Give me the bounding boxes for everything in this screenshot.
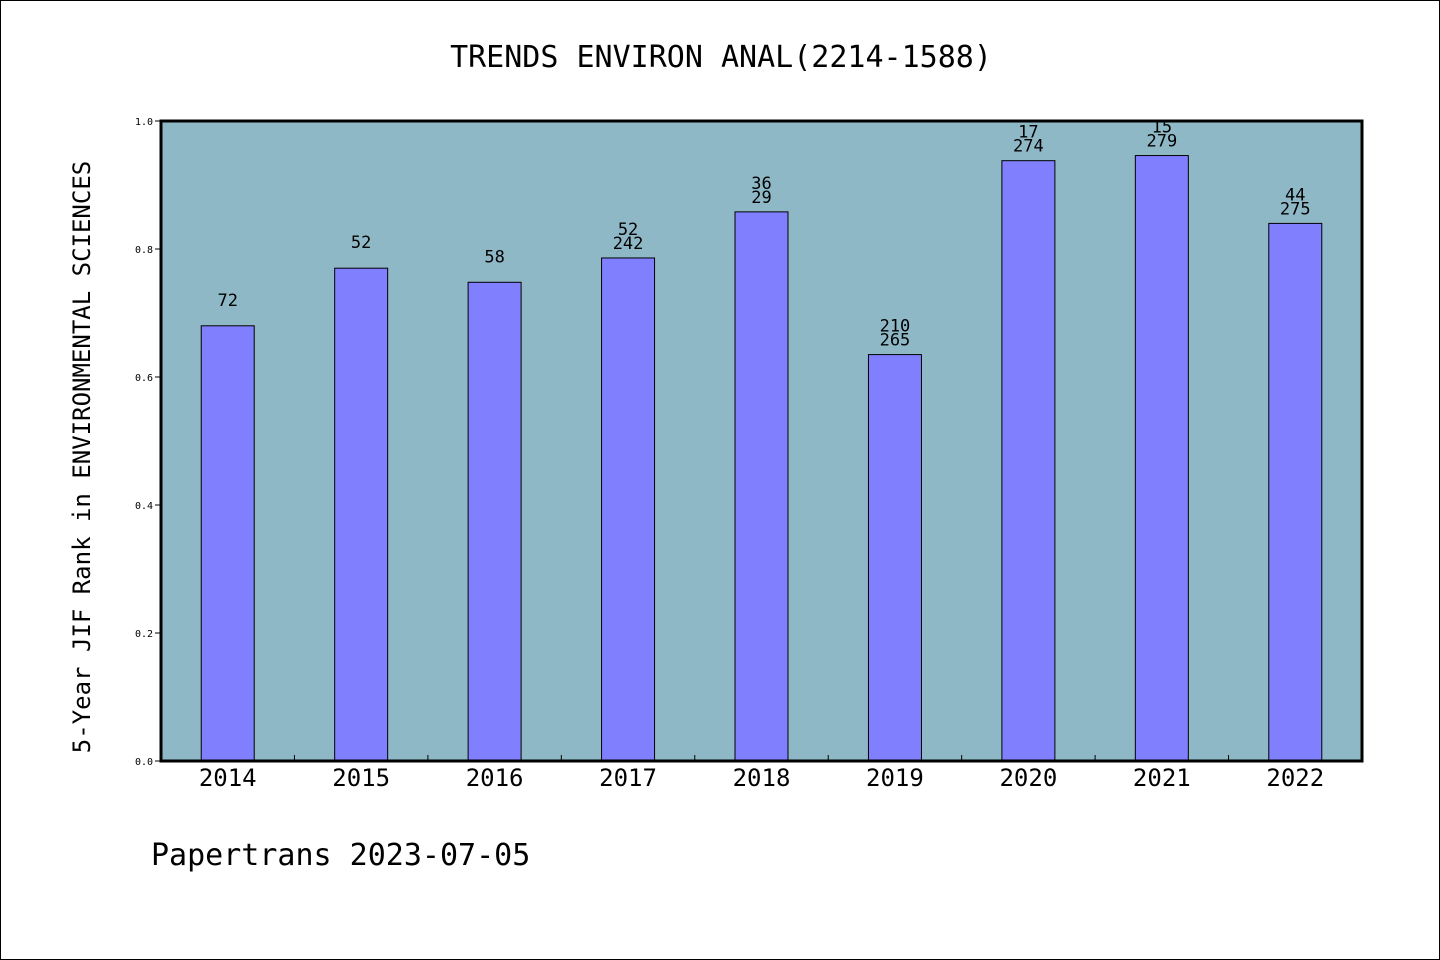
bar-data-label: 275 [1280,199,1311,219]
bar-2022 [1268,222,1323,762]
bar-data-label: 29 [751,188,771,208]
x-tick-label: 2014 [199,764,257,792]
bar-data-label: 17 [1018,123,1038,143]
y-axis-ticks: 0.0 0.2 0.4 0.6 0.8 1.0 [135,117,161,768]
chart-title: TRENDS ENVIRON ANAL(2214-1588) [450,40,992,75]
bar-2017 [601,257,656,762]
bar-2018 [734,211,789,762]
bar-data-label: 58 [484,247,504,267]
footer-watermark: Papertrans 2023-07-05 [151,838,530,873]
y-tick-label: 0.2 [135,629,153,640]
y-tick-label: 0.4 [135,501,153,512]
x-tick-label: 2018 [733,764,791,792]
bar-2015 [334,267,389,762]
x-tick-label: 2022 [1266,764,1324,792]
x-tick-label: 2020 [999,764,1057,792]
bar-data-label: 242 [613,234,644,254]
bar-data-label: 52 [618,220,638,240]
bar-data-label: 44 [1285,185,1305,205]
x-tick-label: 2019 [866,764,924,792]
y-axis-label: 5-Year JIF Rank in ENVIRONMENTAL SCIENCE… [68,161,96,753]
y-tick-label: 1.0 [135,117,153,128]
bar-2019 [867,354,922,762]
x-tick-label: 2021 [1133,764,1191,792]
y-tick-label: 0.0 [135,757,153,768]
bar-data-label: 274 [1013,137,1044,157]
y-tick-label: 0.8 [135,245,153,256]
bar-data-label: 265 [880,331,911,351]
bar-2020 [1001,160,1056,762]
bar-2021 [1134,155,1189,762]
x-tick-label: 2016 [466,764,524,792]
y-tick-label: 0.6 [135,373,153,384]
plot-border [159,119,1364,763]
bars-group [200,155,1323,762]
bar-data-label: 15 [1152,118,1172,138]
x-tick-label: 2017 [599,764,657,792]
bar-data-label: 36 [751,174,771,194]
bar-data-label: 210 [880,317,911,337]
bar-data-label: 72 [217,291,237,311]
bar-data-label: 52 [351,233,371,253]
bar-2016 [467,281,522,762]
x-tick-labels-group: 2014 2015 2016 2017 2018 2019 2020 2021 2022 [199,764,1324,792]
bar-2014 [200,325,255,762]
bar-data-label: 279 [1146,132,1177,152]
x-tick-label: 2015 [332,764,390,792]
